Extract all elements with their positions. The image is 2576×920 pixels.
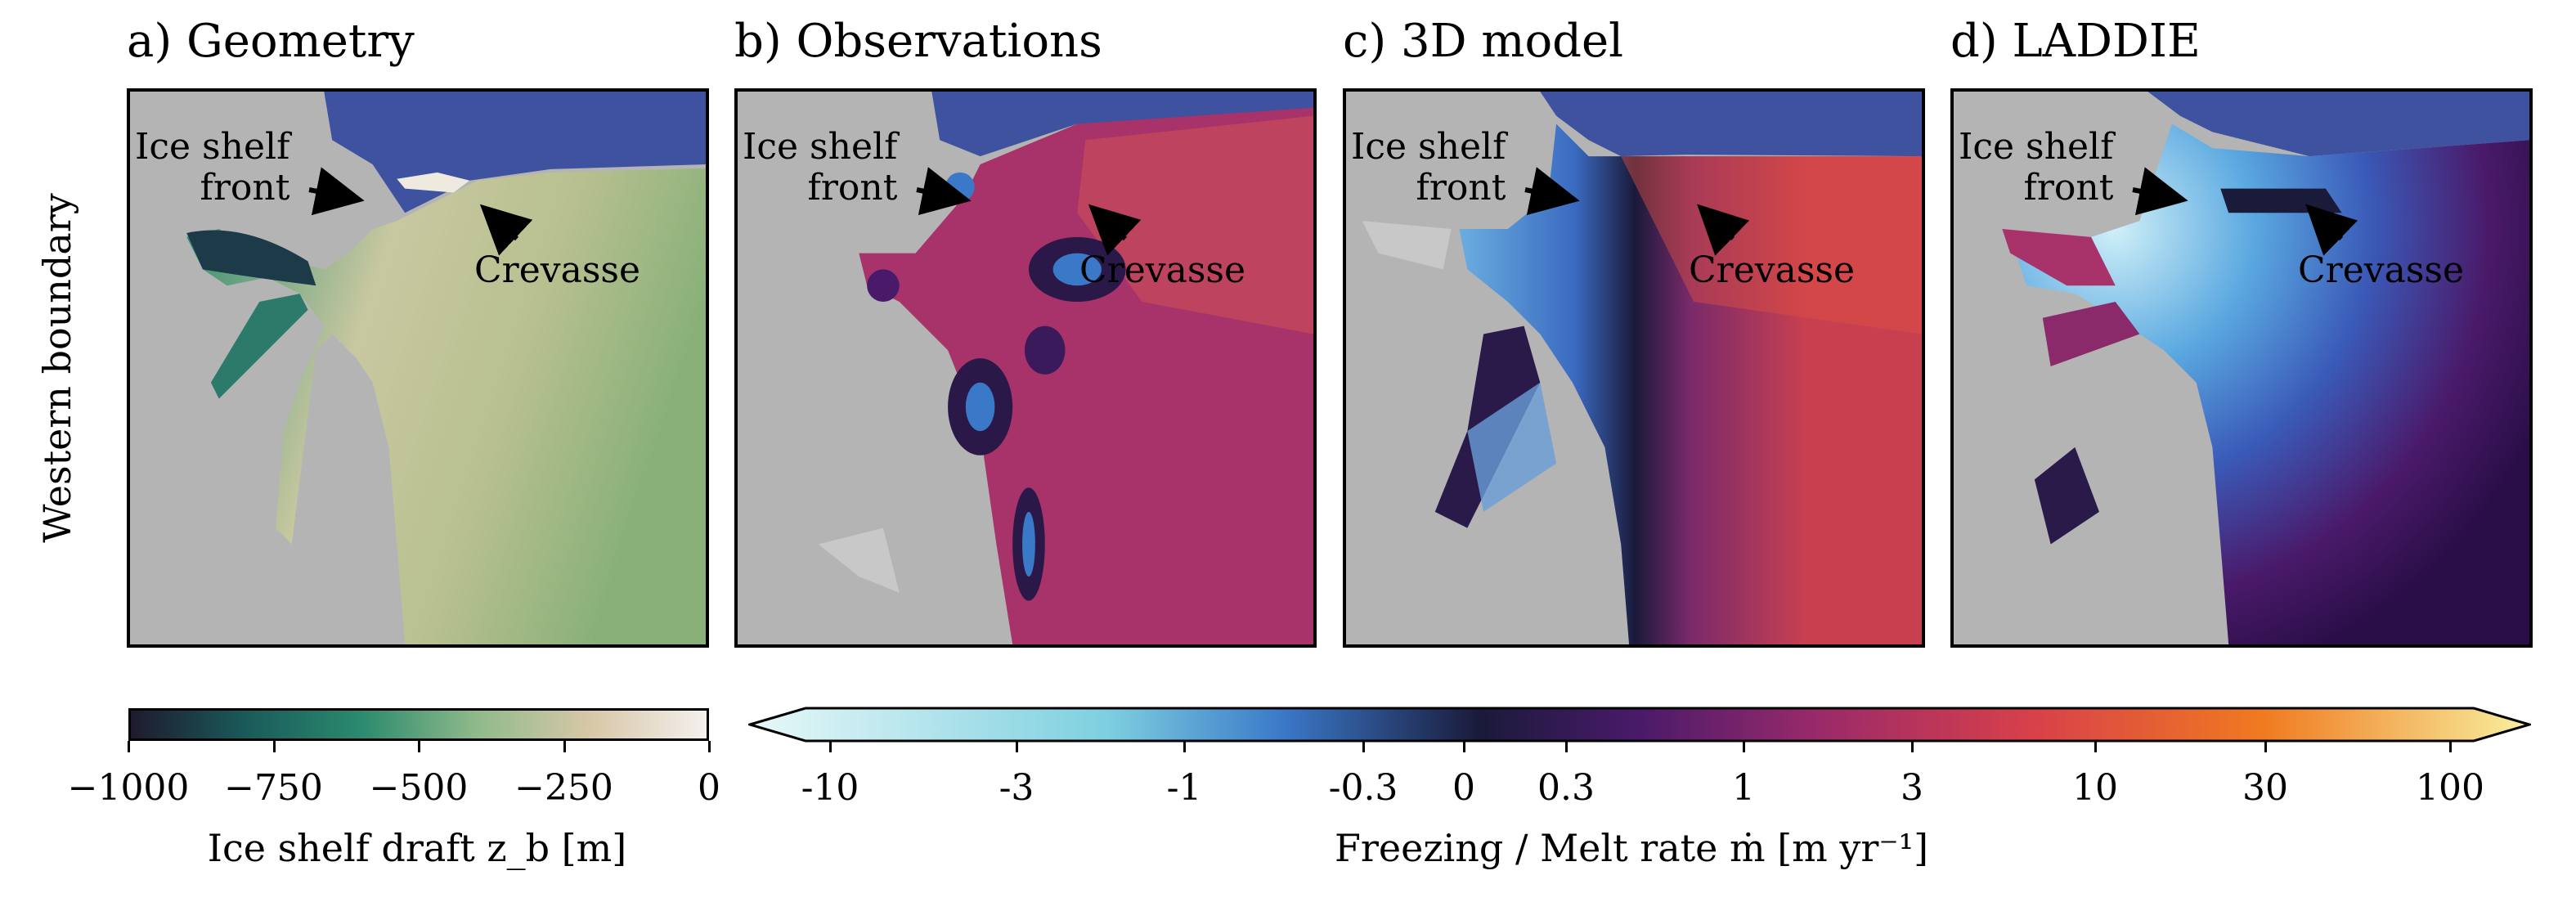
annot-line2: front [200, 167, 290, 209]
colorbar-right-tick-mark [1016, 741, 1018, 752]
colorbar-left-tick-mark [128, 741, 130, 752]
panel-observations-map [734, 88, 1317, 648]
colorbar-right-tick-mark [2094, 741, 2097, 752]
annot-line2: front [807, 167, 898, 209]
annot-ice-shelf-front-c: Ice shelf front [1351, 127, 1506, 209]
colorbar-right-tick-label: -3 [999, 767, 1034, 809]
colorbar-left-tick-label: −1000 [67, 767, 190, 809]
colorbar-right-tick-mark [1911, 741, 1914, 752]
panel-laddie-map [1950, 88, 2533, 648]
colorbar-right-tick-label: 30 [2242, 767, 2288, 809]
colorbar-right-tick-mark [1183, 741, 1186, 752]
annot-crevasse-d: Crevasse [2298, 249, 2465, 291]
panel-title-3d-model: c) 3D model [1343, 15, 1624, 68]
colorbar-left-tick-label: −750 [224, 767, 323, 809]
colorbar-right-tick-mark [1362, 741, 1365, 752]
colorbar-right-tick-mark [1463, 741, 1465, 752]
colorbar-left-label: Ice shelf draft z_b [m] [208, 826, 626, 870]
arrow-front-a [308, 167, 365, 216]
annot-ice-shelf-front-b: Ice shelf front [743, 127, 897, 209]
colorbar-right-tick-label: 10 [2072, 767, 2118, 809]
annot-line1: Ice shelf [743, 126, 898, 168]
colorbar-left-tick-mark [708, 741, 711, 752]
colorbar-left-tick-label: −250 [514, 767, 613, 809]
arrow-front-c [1524, 167, 1580, 215]
arrow-crevasse-d [2305, 204, 2358, 256]
colorbar-left-tick-label: −500 [369, 767, 469, 809]
colorbar-right-tick-mark [829, 741, 832, 752]
panel-title-laddie: d) LADDIE [1950, 15, 2201, 68]
colorbar-right-label-text: Freezing / Melt rate ṁ [m yr⁻¹] [1334, 826, 1929, 870]
colorbar-right-tick-label: -0.3 [1328, 767, 1398, 809]
colorbar-left-tick-mark [418, 741, 420, 752]
panel-title-geometry: a) Geometry [127, 15, 415, 68]
colorbar-melt-rate [748, 707, 2531, 743]
colorbar-right-tick-label: 100 [2416, 767, 2484, 809]
colorbar-ice-shelf-draft [128, 708, 709, 741]
annot-line1: Ice shelf [1959, 126, 2114, 168]
annot-line1: Ice shelf [1351, 126, 1506, 168]
colorbar-right-tick-label: 1 [1732, 767, 1755, 809]
colorbar-left-tick-mark [272, 741, 276, 752]
annot-line2: front [1416, 167, 1506, 209]
arrow-front-d [2132, 167, 2188, 216]
annot-ice-shelf-front-a: Ice shelf front [135, 127, 289, 209]
colorbar-right-tick-mark [1565, 741, 1568, 752]
arrow-crevasse-c [1697, 204, 1750, 256]
colorbar-right-tick-label: -10 [801, 767, 859, 809]
annot-crevasse-c: Crevasse [1689, 249, 1856, 291]
panel-3d-model-map [1343, 88, 1925, 648]
colorbar-right-tick-label: 3 [1901, 767, 1923, 809]
colorbar-right-tick-mark [1743, 741, 1745, 752]
panel-title-observations: b) Observations [734, 15, 1102, 68]
panel-geometry-map [127, 88, 709, 648]
colorbar-right-tick-label: 0.3 [1537, 767, 1595, 809]
colorbar-right-tick-mark [2449, 741, 2452, 752]
colorbar-right-tick-mark [2264, 741, 2267, 752]
arrow-crevasse-a [479, 204, 533, 256]
colorbar-left-tick-mark [563, 741, 566, 752]
colorbar-right-tick-label: -1 [1166, 767, 1202, 809]
colorbar-right-tick-label: 0 [1452, 767, 1475, 809]
colorbar-right-label: Freezing / Melt rate ṁ [m yr⁻¹] [1335, 826, 1928, 870]
annot-crevasse-b: Crevasse [1079, 249, 1246, 291]
colorbar-left-label-text: Ice shelf draft z_b [m] [207, 826, 627, 870]
annot-crevasse-a: Crevasse [474, 249, 641, 291]
colorbar-left-tick-label: 0 [698, 767, 720, 809]
annot-line1: Ice shelf [135, 126, 290, 168]
arrow-crevasse-b [1088, 204, 1142, 256]
arrow-front-b [916, 167, 972, 215]
annot-ice-shelf-front-d: Ice shelf front [1959, 127, 2113, 209]
annot-line2: front [2023, 167, 2114, 209]
